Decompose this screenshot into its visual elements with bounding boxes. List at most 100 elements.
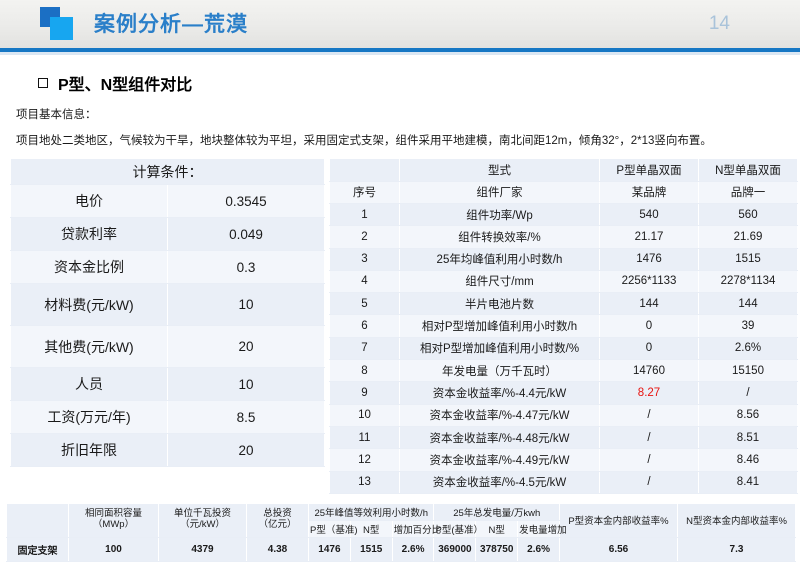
condition-label: 资本金比例 (10, 250, 168, 285)
energy-n-header: N型 (475, 519, 519, 538)
energy-inc-header: 发电量增加 (517, 519, 567, 538)
slide-header: 案例分析—荒漠 14 (0, 0, 800, 48)
row-hours-p: 1476 (308, 536, 351, 562)
row-p-irr: 6.56 (559, 536, 678, 562)
total-invest-header-line1: 总投资 (263, 508, 292, 520)
logo-square-light-icon (50, 17, 73, 40)
row-value-p: 14760 (599, 359, 699, 383)
row-value-n: 8.41 (698, 470, 798, 494)
row-no: 1 (329, 202, 400, 227)
header-rule-soft (0, 52, 800, 55)
row-value-n: 15150 (698, 359, 798, 383)
row-unit-invest: 4379 (158, 536, 247, 562)
maker-p: 某品牌 (599, 180, 699, 204)
unit-invest-header-line2: （元/kW） (180, 519, 225, 531)
row-value-n: 1515 (698, 247, 798, 271)
row-value-p: 0 (599, 314, 699, 338)
row-value-p: / (599, 470, 699, 494)
row-value-p: / (599, 403, 699, 427)
row-value-n: 2278*1134 (698, 269, 798, 294)
condition-value: 0.3 (167, 250, 325, 285)
row-hours-n: 1515 (349, 536, 393, 562)
group-hours-header: 25年峰值等效利用小时数/h (307, 502, 435, 521)
row-no: 5 (329, 292, 400, 316)
row-value-p: 8.27 (599, 381, 699, 405)
condition-value: 10 (167, 367, 325, 402)
row-value-p: 540 (599, 202, 699, 227)
row-no: 12 (329, 448, 400, 472)
row-value-n: / (698, 381, 798, 405)
row-name: 相对P型增加峰值利用小时数/h (399, 314, 600, 338)
row-name: 资本金收益率/%-4.49元/kW (399, 448, 600, 472)
unit-invest-header-line1: 单位千瓦投资 (173, 508, 231, 520)
summary-table: 相同面积容量 （MWp） 单位千瓦投资 （元/kW） 总投资 （亿元） 25年峰… (6, 502, 796, 562)
logo-squares-icon (38, 5, 80, 43)
comparison-table: 型式 P型单晶双面 N型单晶双面 序号 组件厂家 某品牌 品牌一 1 组件功率/W… (329, 158, 798, 494)
row-no: 7 (329, 336, 400, 361)
conditions-title: 计算条件： (10, 158, 325, 186)
condition-value: 8.5 (167, 400, 325, 435)
row-no: 4 (329, 269, 400, 294)
table-row: 人员 10 (10, 367, 325, 402)
group-energy-header: 25年总发电量/万kwh (433, 502, 560, 521)
row-value-p: 144 (599, 292, 699, 316)
no-header: 序号 (329, 180, 400, 204)
row-no: 10 (329, 403, 400, 427)
condition-label: 电价 (10, 184, 168, 219)
blank-cell (329, 158, 400, 182)
condition-label: 材料费(元/kW) (10, 283, 168, 327)
condition-label: 工资(万元/年) (10, 400, 168, 435)
row-value-n: 8.51 (698, 425, 798, 450)
row-no: 6 (329, 314, 400, 338)
row-name: 年发电量（万千瓦时） (399, 359, 600, 383)
row-no: 2 (329, 225, 400, 249)
row-value-n: 2.6% (698, 336, 798, 361)
table-row: 6 相对P型增加峰值利用小时数/h 0 39 (329, 314, 798, 338)
condition-label: 折旧年限 (10, 433, 168, 468)
table-row: 贷款利率 0.049 (10, 217, 325, 252)
capacity-header: 相同面积容量 （MWp） (68, 502, 159, 538)
row-name: 25年均峰值利用小时数/h (399, 247, 600, 271)
p-irr-header: P型资本金内部收益率% (559, 502, 678, 538)
table-row: 材料费(元/kW) 10 (10, 283, 325, 327)
condition-value: 10 (167, 283, 325, 327)
row-value-n: 8.56 (698, 403, 798, 427)
table-row: 4 组件尺寸/mm 2256*1133 2278*1134 (329, 269, 798, 294)
energy-p-header: P型(基准） (433, 519, 483, 538)
table-row: 序号 组件厂家 某品牌 品牌一 (329, 180, 798, 204)
blank-cell (6, 502, 69, 538)
row-value-n: 8.46 (698, 448, 798, 472)
row-value-n: 144 (698, 292, 798, 316)
total-invest-header: 总投资 （亿元） (246, 502, 309, 538)
row-name: 组件尺寸/mm (399, 269, 600, 294)
row-total-invest: 4.38 (246, 536, 309, 562)
col-n-header: N型单晶双面 (698, 158, 798, 182)
table-row: 10 资本金收益率/%-4.47元/kW/8.56 (329, 403, 798, 427)
row-value-p: / (599, 425, 699, 450)
type-header: 型式 (399, 158, 600, 182)
conditions-table: 计算条件： 电价 0.3545 贷款利率 0.049 资本金比例 0.3 材料费(元/kW) 1… (10, 158, 325, 468)
row-name: 资本金收益率/%-4.5元/kW (399, 470, 600, 494)
n-irr-header: N型资本金内部收益率% (677, 502, 796, 538)
table-row: 计算条件： (10, 158, 325, 186)
table-row: 3 25年均峰值利用小时数/h 1476 1515 (329, 247, 798, 271)
table-row: 其他费(元/kW) 20 (10, 325, 325, 369)
table-row: 11 资本金收益率/%-4.48元/kW/8.51 (329, 425, 798, 450)
row-name: 相对P型增加峰值利用小时数/% (399, 336, 600, 361)
condition-label: 其他费(元/kW) (10, 325, 168, 369)
row-energy-inc: 2.6% (517, 536, 560, 562)
row-name: 资本金收益率/%-4.4元/kW (399, 381, 600, 405)
condition-label: 贷款利率 (10, 217, 168, 252)
row-no: 13 (329, 470, 400, 494)
row-name: 组件功率/Wp (399, 202, 600, 227)
table-row: 1 组件功率/Wp 540 560 (329, 202, 798, 227)
table-row: 电价 0.3545 (10, 184, 325, 219)
table-row: 8 年发电量（万千瓦时） 14760 15150 (329, 359, 798, 383)
condition-value: 0.049 (167, 217, 325, 252)
unit-invest-header: 单位千瓦投资 （元/kW） (158, 502, 247, 538)
row-value-n: 560 (698, 202, 798, 227)
row-energy-n: 378750 (475, 536, 519, 562)
row-no: 9 (329, 381, 400, 405)
table-row: 工资(万元/年) 8.5 (10, 400, 325, 435)
row-value-p: / (599, 448, 699, 472)
